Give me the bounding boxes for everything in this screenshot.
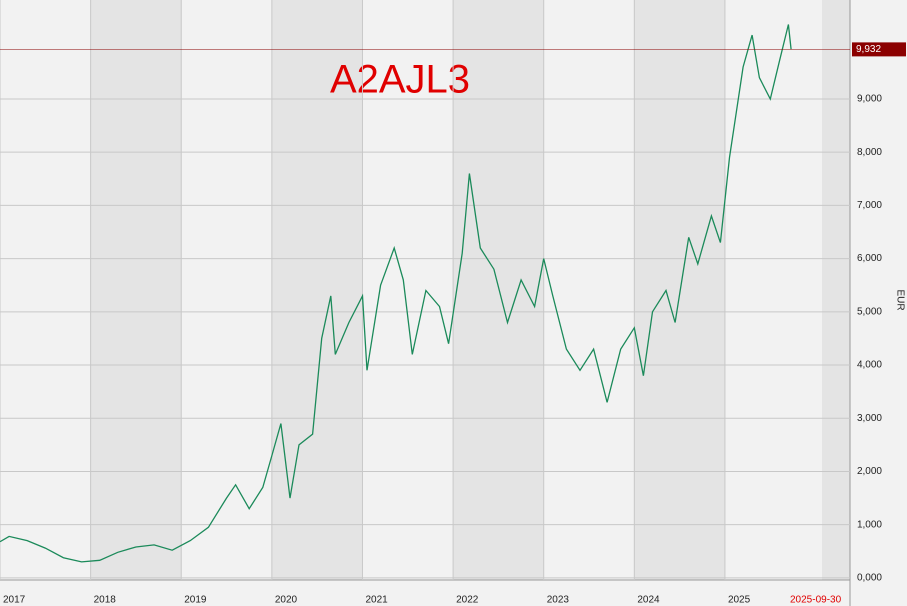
date-label: 2025-09-30: [790, 595, 842, 606]
last-price-label: 9,932: [856, 44, 881, 55]
y-axis-label: EUR: [894, 289, 905, 310]
y-tick-label: 2,000: [857, 466, 882, 477]
year-band: [271, 0, 363, 580]
x-tick-label: 2025: [728, 595, 751, 606]
x-tick-label: 2021: [365, 595, 388, 606]
y-tick-label: 8,000: [857, 147, 882, 158]
price-line: [0, 24, 792, 563]
x-tick-label: 2023: [547, 595, 570, 606]
y-tick-label: 6,000: [857, 253, 882, 264]
x-tick-label: 2019: [184, 595, 207, 606]
last-price-tag: [852, 42, 906, 57]
y-tick-label: 3,000: [857, 413, 882, 424]
year-band: [90, 0, 182, 580]
y-tick-label: 7,000: [857, 200, 882, 211]
x-tick-label: 2017: [3, 595, 26, 606]
x-tick-label: 2018: [94, 595, 117, 606]
year-band: [453, 0, 544, 580]
x-tick-label: 2020: [275, 595, 298, 606]
y-tick-label: 0,000: [857, 573, 882, 584]
y-tick-label: 1,000: [857, 519, 882, 530]
x-tick-label: 2024: [637, 595, 660, 606]
y-tick-label: 5,000: [857, 306, 882, 317]
future-band: [822, 0, 850, 580]
y-tick-label: 9,000: [857, 94, 882, 105]
chart-title: A2AJL3: [330, 58, 470, 102]
x-tick-label: 2022: [456, 595, 479, 606]
y-tick-label: 4,000: [857, 360, 882, 371]
